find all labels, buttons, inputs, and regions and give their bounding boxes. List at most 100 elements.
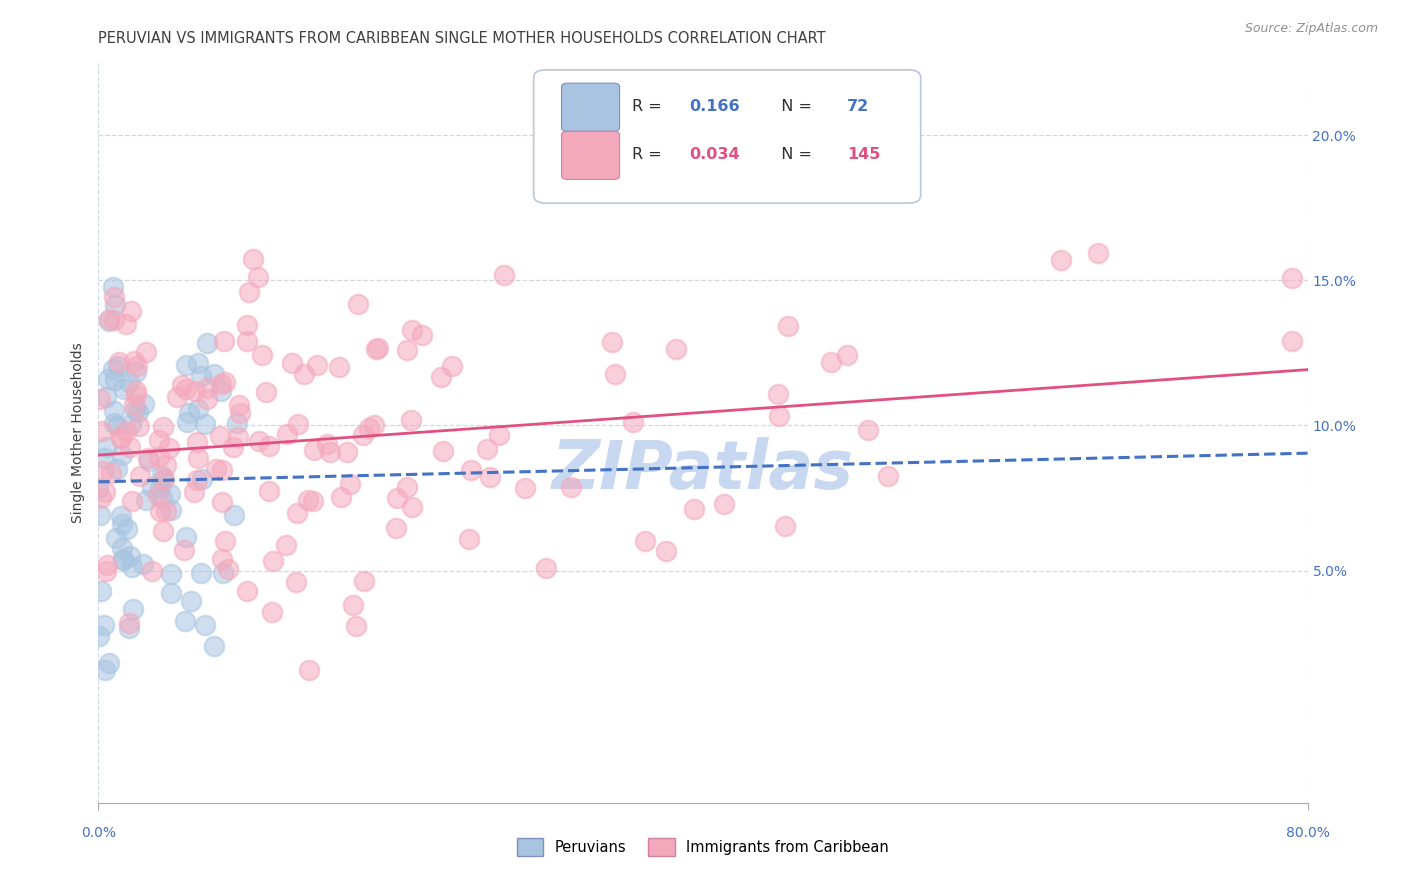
Point [247,269,270,284]
Point [297,492,319,507]
Point [534,561,557,575]
Point [305,358,328,372]
Point [124,403,146,417]
Point [228,398,250,412]
Point [766,387,789,401]
Point [401,323,423,337]
Point [654,543,676,558]
Point [492,268,515,283]
Point [395,480,418,494]
Point [110,516,132,531]
Point [257,439,280,453]
Point [195,392,218,406]
Point [224,508,246,522]
Point [96,558,118,572]
Point [276,538,298,552]
Point [138,453,160,467]
Point [205,462,228,476]
Point [197,335,219,350]
Point [121,601,143,615]
Point [96,390,118,404]
Point [560,480,582,494]
Point [302,494,325,508]
Point [104,298,127,312]
Point [125,365,148,379]
Point [1281,271,1303,285]
Point [768,409,790,424]
Y-axis label: Single Mother Households: Single Mother Households [72,343,86,523]
Point [159,486,181,500]
Point [190,369,212,384]
Point [115,425,138,439]
Point [112,552,135,566]
Point [773,519,796,533]
Point [432,443,454,458]
Text: 80.0%: 80.0% [1285,826,1330,840]
Point [363,418,385,433]
Point [127,405,149,419]
Point [190,566,212,581]
Point [128,418,150,433]
Text: 0.0%: 0.0% [82,826,115,840]
Point [187,356,209,370]
Point [152,420,174,434]
Point [235,584,257,599]
Point [122,354,145,368]
Point [488,428,510,442]
Point [257,484,280,499]
Point [238,285,260,299]
Point [195,381,218,395]
Point [120,549,142,563]
Point [236,318,259,332]
Point [211,463,233,477]
Point [284,575,307,590]
Point [110,430,132,444]
Point [155,458,177,472]
Point [222,440,245,454]
Point [174,530,197,544]
Point [94,485,117,500]
Point [115,522,138,536]
Point [352,427,374,442]
Point [104,531,127,545]
Point [150,491,173,505]
Point [152,473,174,487]
Point [281,356,304,370]
Point [1050,253,1073,268]
Point [103,312,125,326]
Text: ZIPatlas: ZIPatlas [553,437,853,502]
Point [174,614,197,628]
Point [298,664,321,678]
Point [292,367,315,381]
Text: PERUVIAN VS IMMIGRANTS FROM CARIBBEAN SINGLE MOTHER HOUSEHOLDS CORRELATION CHART: PERUVIAN VS IMMIGRANTS FROM CARIBBEAN SI… [98,31,827,46]
FancyBboxPatch shape [561,83,620,131]
Point [148,450,170,464]
Point [214,534,236,549]
Point [127,359,149,374]
Point [347,297,370,311]
Point [132,557,155,571]
Point [399,413,422,427]
Point [118,440,141,454]
Point [146,488,169,502]
Point [209,377,232,392]
Point [141,480,163,494]
Point [187,451,209,466]
Point [385,520,408,534]
Point [236,334,259,348]
Point [184,384,207,399]
Point [97,372,120,386]
Point [132,396,155,410]
Point [214,375,236,389]
Point [103,416,125,430]
Point [153,472,176,486]
Point [209,384,232,399]
Point [287,417,309,431]
Point [96,565,118,579]
Text: 145: 145 [846,147,880,162]
Point [186,434,208,449]
Point [176,415,198,429]
Point [401,500,423,514]
Point [212,334,235,348]
Text: Source: ZipAtlas.com: Source: ZipAtlas.com [1244,22,1378,36]
